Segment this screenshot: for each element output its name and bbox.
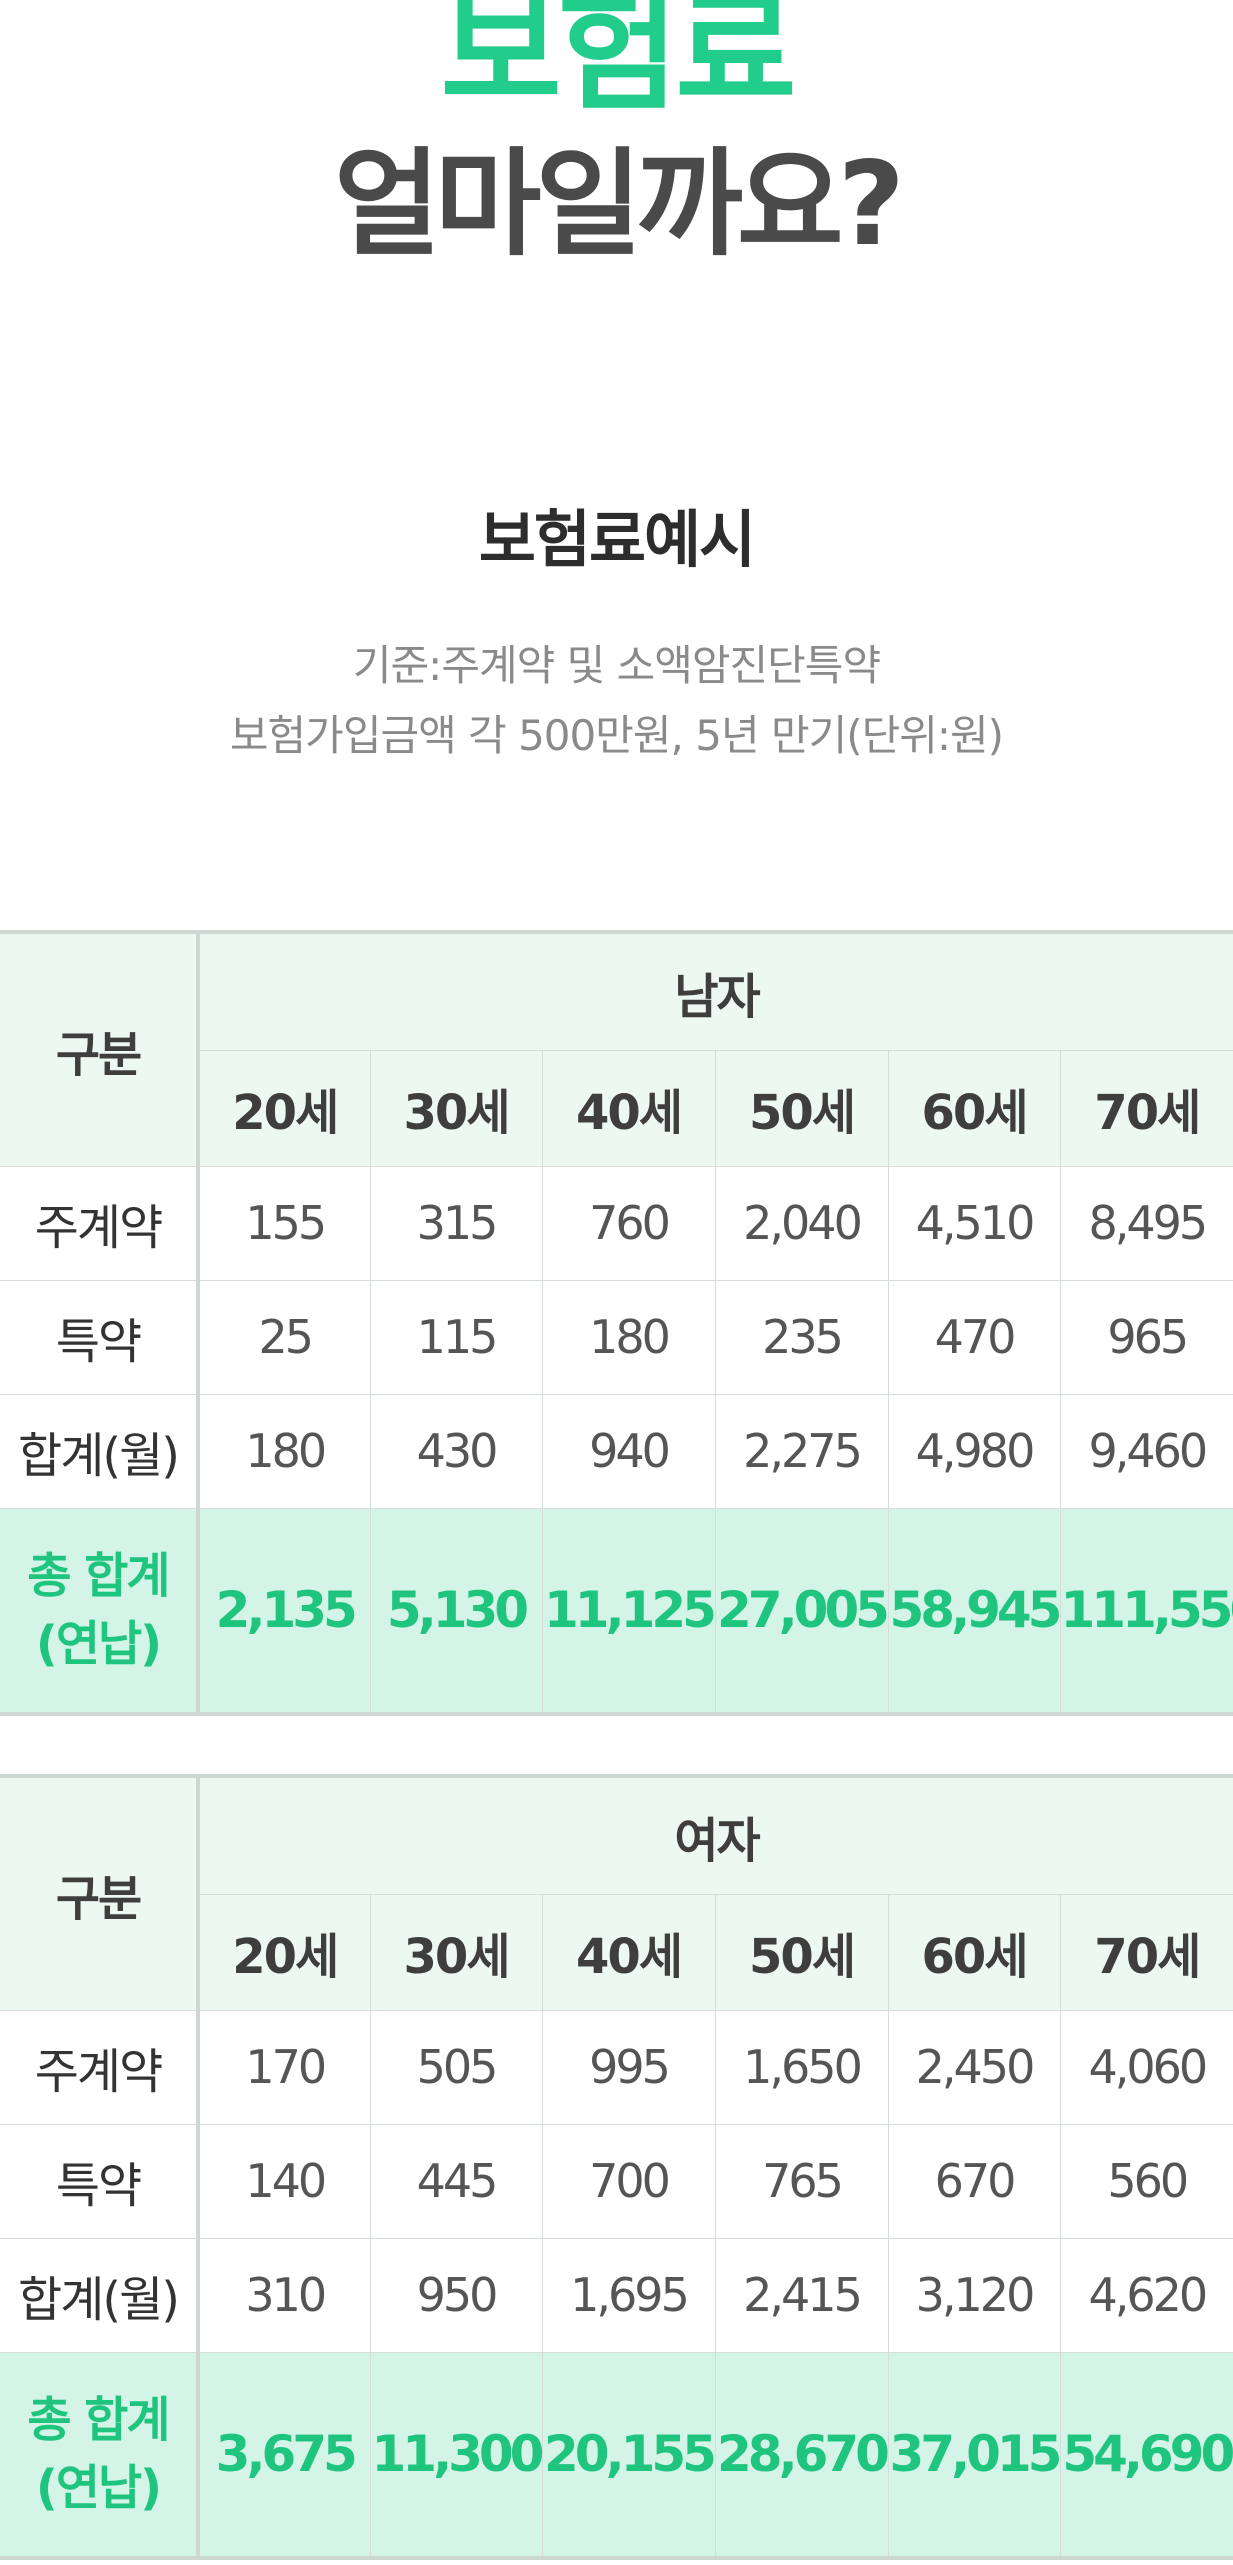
table-cell: 310 bbox=[197, 2237, 371, 2353]
total-label: 총 합계 (연납) bbox=[0, 2351, 200, 2560]
table-row: 주계약 170 505 995 1,650 2,450 4,060 bbox=[0, 2009, 1233, 2125]
table-row: 합계(월) 310 950 1,695 2,415 3,120 4,620 bbox=[0, 2237, 1233, 2353]
total-cell: 58,945 bbox=[887, 1507, 1062, 1716]
total-cell: 28,670 bbox=[714, 2351, 890, 2560]
total-label-line-1: 총 합계 bbox=[27, 1548, 170, 1605]
table-cell: 700 bbox=[541, 2123, 716, 2239]
table-cell: 3,120 bbox=[887, 2237, 1061, 2353]
age-header: 50세 bbox=[714, 1049, 889, 1167]
table-row: 주계약 155 315 760 2,040 4,510 8,495 bbox=[0, 1165, 1233, 1281]
premium-table-female: 구분 여자 20세 30세 40세 50세 60세 70세 주계약 170 50… bbox=[0, 1774, 1233, 2560]
table-cell: 2,275 bbox=[714, 1393, 889, 1509]
table-cell: 170 bbox=[197, 2009, 371, 2125]
table-cell: 235 bbox=[714, 1279, 889, 1395]
table-cell: 445 bbox=[369, 2123, 543, 2239]
total-label: 총 합계 (연납) bbox=[0, 1507, 200, 1716]
row-label: 합계(월) bbox=[0, 1393, 200, 1509]
total-cell: 11,125 bbox=[541, 1507, 717, 1716]
table-cell: 180 bbox=[541, 1279, 716, 1395]
category-header: 구분 bbox=[0, 930, 200, 1167]
hero-title-highlight: 보험료 bbox=[440, 0, 796, 129]
table-cell: 940 bbox=[541, 1393, 716, 1509]
table-cell: 765 bbox=[714, 2123, 889, 2239]
table-cell: 505 bbox=[369, 2009, 543, 2125]
premium-table-male: 구분 남자 20세 30세 40세 50세 60세 70세 주계약 155 31… bbox=[0, 930, 1233, 1716]
total-cell: 2,135 bbox=[197, 1507, 371, 1716]
row-label: 특약 bbox=[0, 1279, 200, 1395]
total-cell: 27,005 bbox=[714, 1507, 890, 1716]
table-header-row: 구분 여자 bbox=[0, 1774, 1233, 2011]
table-cell: 470 bbox=[887, 1279, 1061, 1395]
table-cell: 1,695 bbox=[541, 2237, 716, 2353]
age-header: 20세 bbox=[197, 1049, 371, 1167]
table-cell: 155 bbox=[197, 1165, 371, 1281]
table-cell: 430 bbox=[369, 1393, 543, 1509]
total-cell: 20,155 bbox=[541, 2351, 717, 2560]
table-cell: 9,460 bbox=[1059, 1393, 1233, 1509]
table-cell: 140 bbox=[197, 2123, 371, 2239]
total-cell: 5,130 bbox=[369, 1507, 543, 1716]
table-cell: 995 bbox=[541, 2009, 716, 2125]
section-title: 보험료예시 bbox=[478, 503, 756, 576]
table-cell: 25 bbox=[197, 1279, 371, 1395]
age-header: 30세 bbox=[369, 1049, 543, 1167]
total-label-line-1: 총 합계 bbox=[27, 2392, 170, 2449]
table-cell: 670 bbox=[887, 2123, 1061, 2239]
table-cell: 2,040 bbox=[714, 1165, 889, 1281]
age-header: 30세 bbox=[369, 1893, 543, 2011]
table-cell: 4,060 bbox=[1059, 2009, 1233, 2125]
basis-note-line-2: 보험가입금액 각 500만원, 5년 만기(단위:원) bbox=[229, 711, 1004, 760]
table-cell: 115 bbox=[369, 1279, 543, 1395]
table-row: 특약 140 445 700 765 670 560 bbox=[0, 2123, 1233, 2239]
gender-header: 여자 bbox=[197, 1774, 1233, 1895]
table-cell: 2,415 bbox=[714, 2237, 889, 2353]
table-cell: 1,650 bbox=[714, 2009, 889, 2125]
total-cell: 54,690 bbox=[1059, 2351, 1233, 2560]
age-header: 60세 bbox=[887, 1049, 1061, 1167]
table-cell: 950 bbox=[369, 2237, 543, 2353]
table-cell: 8,495 bbox=[1059, 1165, 1233, 1281]
age-header-row: 20세 30세 40세 50세 60세 70세 bbox=[0, 1049, 1233, 1167]
table-row: 특약 25 115 180 235 470 965 bbox=[0, 1279, 1233, 1395]
row-label: 주계약 bbox=[0, 1165, 200, 1281]
table-cell: 180 bbox=[197, 1393, 371, 1509]
age-header: 20세 bbox=[197, 1893, 371, 2011]
age-header: 40세 bbox=[541, 1049, 716, 1167]
table-cell: 4,510 bbox=[887, 1165, 1061, 1281]
table-header-row: 구분 남자 bbox=[0, 930, 1233, 1167]
age-header: 70세 bbox=[1059, 1049, 1233, 1167]
row-label: 합계(월) bbox=[0, 2237, 200, 2353]
total-cell: 3,675 bbox=[197, 2351, 371, 2560]
table-cell: 560 bbox=[1059, 2123, 1233, 2239]
row-label: 주계약 bbox=[0, 2009, 200, 2125]
total-cell: 11,300 bbox=[369, 2351, 544, 2560]
table-cell: 315 bbox=[369, 1165, 543, 1281]
table-cell: 4,620 bbox=[1059, 2237, 1233, 2353]
total-cell: 111,550 bbox=[1059, 1507, 1233, 1716]
row-label: 특약 bbox=[0, 2123, 200, 2239]
gender-header: 남자 bbox=[197, 930, 1233, 1051]
age-header: 40세 bbox=[541, 1893, 716, 2011]
category-header: 구분 bbox=[0, 1774, 200, 2011]
table-row: 합계(월) 180 430 940 2,275 4,980 9,460 bbox=[0, 1393, 1233, 1509]
age-header: 50세 bbox=[714, 1893, 889, 2011]
total-cell: 37,015 bbox=[887, 2351, 1062, 2560]
total-label-line-2: (연납) bbox=[35, 1616, 162, 1673]
total-label-line-2: (연납) bbox=[35, 2460, 162, 2517]
table-cell: 4,980 bbox=[887, 1393, 1061, 1509]
age-header: 60세 bbox=[887, 1893, 1061, 2011]
total-row: 총 합계 (연납) 3,675 11,300 20,155 28,670 37,… bbox=[0, 2351, 1233, 2560]
table-cell: 2,450 bbox=[887, 2009, 1061, 2125]
basis-note-line-1: 기준:주계약 및 소액암진단특약 bbox=[352, 641, 881, 690]
age-header: 70세 bbox=[1059, 1893, 1233, 2011]
age-header-row: 20세 30세 40세 50세 60세 70세 bbox=[0, 1893, 1233, 2011]
total-row: 총 합계 (연납) 2,135 5,130 11,125 27,005 58,9… bbox=[0, 1507, 1233, 1716]
table-cell: 965 bbox=[1059, 1279, 1233, 1395]
table-cell: 760 bbox=[541, 1165, 716, 1281]
hero-title-question: 얼마일까요? bbox=[334, 137, 905, 272]
